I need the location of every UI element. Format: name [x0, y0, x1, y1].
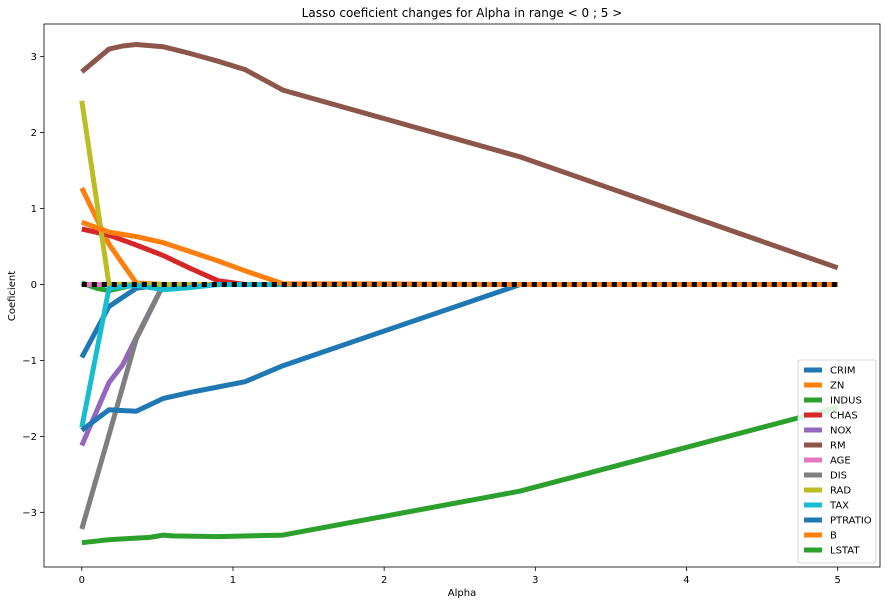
x-tick-label: 0	[79, 575, 85, 586]
legend-label-age: AGE	[830, 456, 851, 467]
series-line-dis	[79, 282, 838, 530]
series-line-ptratio	[80, 282, 838, 433]
series-line-b	[80, 219, 838, 287]
x-axis-label: Alpha	[448, 588, 476, 599]
legend-label-nox: NOX	[830, 426, 852, 437]
legend-label-zn: ZN	[830, 381, 844, 392]
legend-label-b: B	[830, 531, 837, 542]
legend-label-ptratio: PTRATIO	[830, 516, 872, 527]
series-line-chas	[81, 226, 838, 287]
y-tick-label: 1	[31, 204, 37, 215]
legend-label-rm: RM	[830, 441, 846, 452]
y-tick-label: 3	[31, 52, 37, 63]
x-tick-label: 4	[683, 575, 689, 586]
series-line-rad	[79, 100, 838, 287]
legend-label-dis: DIS	[830, 471, 847, 482]
x-tick-label: 2	[381, 575, 387, 586]
y-tick-label: −2	[22, 432, 37, 443]
series-line-lstat	[81, 405, 839, 546]
y-axis-label: Coeficient	[7, 271, 18, 321]
chart-title: Lasso coeficient changes for Alpha in ra…	[302, 6, 623, 20]
legend-label-chas: CHAS	[830, 411, 858, 422]
y-tick-label: −3	[22, 508, 37, 519]
legend-label-crim: CRIM	[830, 366, 856, 377]
series-line-nox	[79, 282, 838, 447]
x-tick-label: 1	[230, 575, 236, 586]
series-line-rm	[80, 42, 839, 271]
legend-label-tax: TAX	[829, 501, 849, 512]
y-tick-label: 0	[31, 280, 37, 291]
legend-label-lstat: LSTAT	[830, 546, 860, 557]
plot-frame	[43, 23, 881, 568]
series-line-crim	[79, 282, 838, 359]
legend-label-indus: INDUS	[830, 396, 862, 407]
y-tick-label: −1	[22, 356, 37, 367]
x-tick-label: 3	[532, 575, 538, 586]
legend-box	[797, 359, 877, 564]
x-tick-label: 5	[834, 575, 840, 586]
legend-label-rad: RAD	[830, 486, 851, 497]
y-tick-label: 2	[31, 128, 37, 139]
